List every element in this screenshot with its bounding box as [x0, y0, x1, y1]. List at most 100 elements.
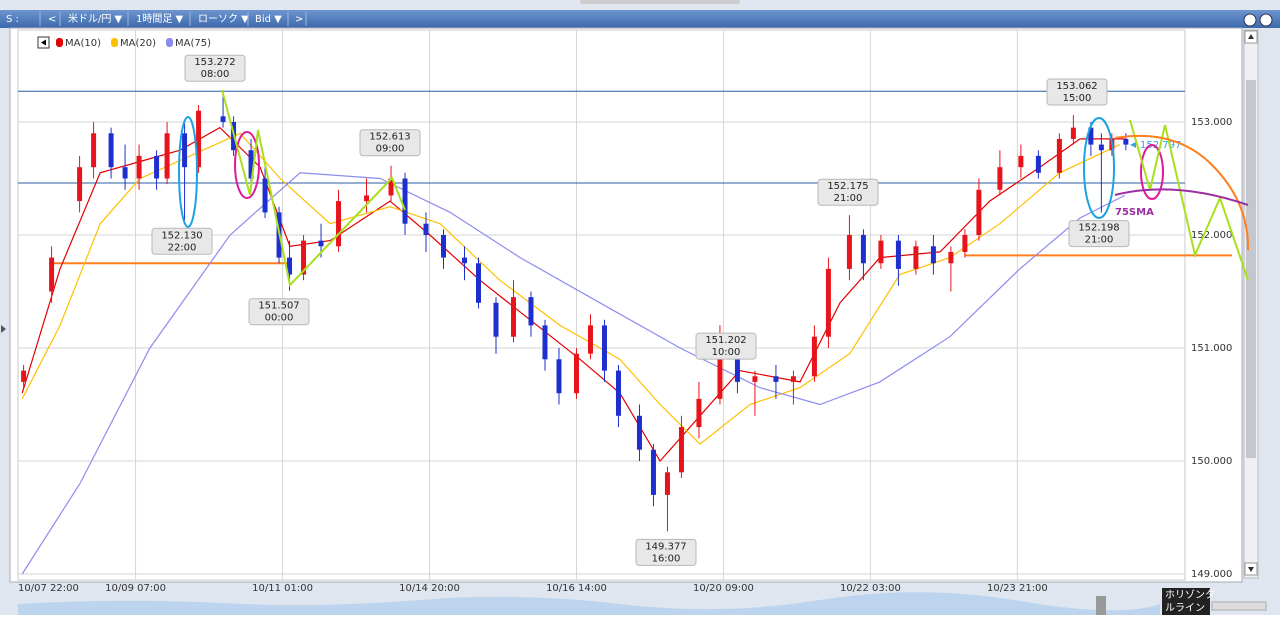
annotation-price: 152.130 — [161, 230, 202, 241]
x-tick-label: 10/11 01:00 — [252, 583, 313, 594]
pair-select[interactable]: 米ドル/円 ▼ — [68, 12, 123, 25]
candle-body — [196, 110, 202, 168]
candle-body — [1056, 138, 1062, 173]
candle-body — [287, 257, 293, 275]
candle-body — [846, 234, 852, 269]
price-annotation — [184, 54, 246, 82]
candle-body — [615, 370, 621, 416]
annotation-time: 22:00 — [168, 242, 197, 253]
move-icon[interactable] — [1243, 13, 1257, 27]
candle-body — [108, 133, 114, 168]
plot-border — [17, 29, 1186, 581]
price-annotation — [695, 332, 757, 360]
user-drawings — [178, 89, 1250, 288]
candle-body — [948, 251, 954, 264]
candle-body — [573, 353, 579, 394]
legend-label: MA(20) — [120, 38, 156, 49]
candle-body — [182, 133, 188, 168]
candle-body — [636, 415, 642, 450]
last-price-marker — [1130, 141, 1136, 148]
candle-body — [664, 472, 670, 495]
annotation-time: 08:00 — [201, 69, 230, 80]
navigator — [18, 592, 1160, 615]
annotation-price: 152.175 — [827, 181, 868, 192]
candle-body — [976, 189, 982, 235]
annotation-time: 21:00 — [1085, 235, 1114, 246]
candle-body — [21, 370, 27, 382]
annotation-price: 151.507 — [258, 301, 299, 312]
candle-body — [1088, 127, 1094, 145]
candle-body — [388, 178, 394, 196]
candle-body — [318, 240, 324, 247]
plot-area — [9, 27, 1243, 583]
navigator-handle[interactable] — [1096, 596, 1106, 615]
candle-body — [336, 201, 342, 247]
button-text: ルライン — [1165, 602, 1205, 614]
candle-body — [601, 325, 607, 371]
drawing-label: 75SMA — [1115, 207, 1154, 218]
scroll-thumb[interactable] — [1246, 80, 1256, 458]
legend-label: MA(75) — [175, 38, 211, 49]
close-icon[interactable] — [1259, 13, 1273, 27]
candle-body — [476, 263, 482, 303]
style-select[interactable]: ローソク ▼ — [198, 13, 249, 25]
annotation-time: 00:00 — [265, 313, 294, 324]
annotation-time: 09:00 — [376, 144, 405, 155]
x-tick-label: 10/09 07:00 — [105, 583, 166, 594]
left-handle[interactable] — [1, 325, 6, 333]
candle-body — [423, 223, 429, 235]
timeframe-select[interactable]: 1時間足 ▼ — [136, 13, 184, 25]
candle-body — [510, 297, 516, 337]
candle-body — [773, 376, 779, 382]
candle-body — [462, 257, 468, 264]
annotation-price: 153.062 — [1056, 81, 1097, 92]
legend-swatch — [56, 38, 63, 47]
candle-body — [1018, 155, 1024, 168]
side-select[interactable]: Bid ▼ — [255, 14, 282, 25]
candle-body — [678, 427, 684, 473]
candle-body — [154, 155, 160, 179]
candle-body — [528, 297, 534, 326]
candle-body — [962, 234, 968, 252]
horizontal-line-button[interactable] — [1162, 588, 1210, 615]
x-tick-label: 10/23 21:00 — [987, 583, 1048, 594]
x-tick-label: 10/14 20:00 — [399, 583, 460, 594]
next-button[interactable]: > — [295, 14, 303, 25]
annotation-price: 152.613 — [369, 132, 410, 143]
price-annotation — [1068, 220, 1130, 248]
legend-label: MA(10) — [65, 38, 101, 49]
x-tick-label: 10/07 22:00 — [18, 583, 79, 594]
annotation-time: 10:00 — [712, 347, 741, 358]
prev-button[interactable]: < — [48, 14, 56, 25]
candle-body — [587, 325, 593, 354]
annotation-time: 16:00 — [652, 553, 681, 564]
button-text: ホリゾンタ — [1165, 589, 1215, 601]
candle-body — [1098, 144, 1104, 151]
y-tick-label: 151.000 — [1191, 343, 1232, 354]
annotation-price: 149.377 — [645, 541, 686, 552]
price-annotation — [359, 129, 421, 157]
candle-body — [1070, 127, 1076, 139]
ma-line — [21, 172, 1126, 575]
x-tick-label: 10/16 14:00 — [546, 583, 607, 594]
zoom-slider[interactable] — [1211, 601, 1267, 611]
candle-body — [1123, 138, 1129, 145]
candle-body — [717, 347, 723, 399]
y-tick-label: 150.000 — [1191, 456, 1232, 467]
candle-body — [91, 133, 97, 168]
candle-body — [790, 376, 796, 382]
candle-body — [878, 240, 884, 264]
legend-swatch — [111, 38, 118, 47]
top-tab — [580, 0, 740, 4]
candle-body — [262, 178, 268, 213]
candle-body — [997, 167, 1003, 190]
y-tick-label: 153.000 — [1191, 117, 1232, 128]
annotation-time: 21:00 — [834, 193, 863, 204]
candle-body — [248, 150, 254, 179]
candle-body — [402, 178, 408, 224]
candle-body — [301, 240, 307, 275]
legend-toggle-arrow — [41, 39, 46, 46]
annotation-price: 153.272 — [194, 57, 235, 68]
candle-body — [825, 268, 831, 337]
